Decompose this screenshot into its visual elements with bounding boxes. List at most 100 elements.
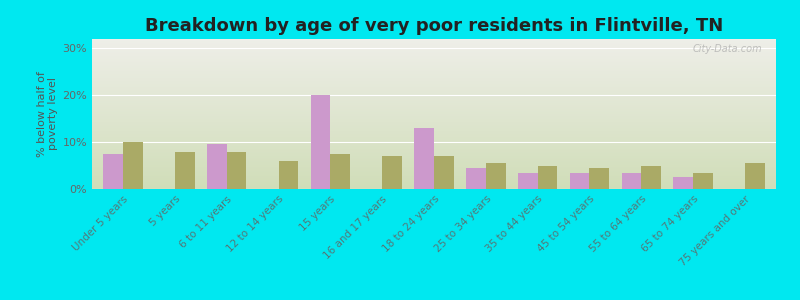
Bar: [92, 154, 776, 155]
Bar: [92, 89, 776, 90]
Bar: [123, 142, 142, 189]
Bar: [92, 82, 776, 83]
Bar: [92, 172, 776, 173]
Bar: [92, 145, 776, 146]
Bar: [92, 144, 776, 145]
Bar: [92, 75, 776, 76]
Bar: [92, 118, 776, 119]
Bar: [92, 57, 776, 58]
Bar: [92, 95, 776, 96]
Bar: [92, 160, 776, 161]
Bar: [92, 157, 776, 158]
Bar: [92, 173, 776, 174]
Bar: [92, 149, 776, 150]
Bar: [92, 116, 776, 117]
Bar: [92, 131, 776, 132]
Bar: [92, 88, 776, 89]
Bar: [92, 115, 776, 116]
Bar: [92, 169, 776, 170]
Bar: [92, 94, 776, 95]
Bar: [92, 129, 776, 130]
Bar: [92, 103, 776, 104]
Bar: [92, 178, 776, 179]
Bar: [92, 47, 776, 48]
Bar: [92, 45, 776, 46]
Bar: [92, 65, 776, 66]
Bar: [92, 80, 776, 81]
Bar: [92, 49, 776, 50]
Bar: [207, 145, 226, 189]
Bar: [92, 185, 776, 186]
Bar: [92, 171, 776, 172]
Bar: [92, 79, 776, 80]
Bar: [92, 39, 776, 40]
Bar: [92, 150, 776, 151]
Bar: [590, 168, 609, 189]
Bar: [745, 163, 765, 189]
Bar: [92, 113, 776, 114]
Bar: [92, 99, 776, 100]
Bar: [92, 56, 776, 57]
Bar: [538, 166, 558, 189]
Title: Breakdown by age of very poor residents in Flintville, TN: Breakdown by age of very poor residents …: [145, 17, 723, 35]
Bar: [92, 162, 776, 163]
Bar: [92, 92, 776, 93]
Bar: [92, 84, 776, 85]
Bar: [92, 42, 776, 43]
Bar: [92, 76, 776, 77]
Bar: [92, 168, 776, 169]
Bar: [92, 174, 776, 175]
Bar: [466, 168, 486, 189]
Bar: [92, 40, 776, 41]
Bar: [92, 158, 776, 159]
Bar: [92, 78, 776, 79]
Bar: [92, 102, 776, 103]
Bar: [92, 48, 776, 49]
Bar: [92, 66, 776, 67]
Bar: [382, 156, 402, 189]
Bar: [92, 125, 776, 126]
Bar: [92, 176, 776, 177]
Bar: [92, 107, 776, 108]
Bar: [92, 67, 776, 68]
Bar: [92, 114, 776, 115]
Bar: [92, 62, 776, 63]
Bar: [92, 166, 776, 167]
Bar: [92, 81, 776, 82]
Bar: [434, 156, 454, 189]
Bar: [92, 152, 776, 153]
Text: City-Data.com: City-Data.com: [693, 44, 762, 53]
Bar: [92, 181, 776, 182]
Bar: [92, 119, 776, 120]
Bar: [92, 53, 776, 54]
Bar: [518, 172, 538, 189]
Bar: [92, 179, 776, 180]
Bar: [92, 164, 776, 165]
Bar: [92, 159, 776, 160]
Bar: [92, 153, 776, 154]
Bar: [92, 180, 776, 181]
Bar: [92, 108, 776, 109]
Bar: [92, 58, 776, 59]
Bar: [226, 152, 246, 189]
Bar: [92, 112, 776, 113]
Bar: [92, 182, 776, 183]
Bar: [92, 163, 776, 164]
Bar: [92, 117, 776, 118]
Bar: [92, 87, 776, 88]
Bar: [92, 106, 776, 107]
Bar: [92, 118, 776, 119]
Y-axis label: % below half of
poverty level: % below half of poverty level: [37, 71, 58, 157]
Bar: [92, 111, 776, 112]
Bar: [92, 59, 776, 60]
Bar: [92, 128, 776, 129]
Bar: [92, 60, 776, 61]
Bar: [92, 123, 776, 124]
Bar: [92, 96, 776, 97]
Bar: [92, 52, 776, 53]
Bar: [92, 100, 776, 101]
Bar: [92, 69, 776, 70]
Bar: [92, 105, 776, 106]
Bar: [92, 54, 776, 55]
Bar: [310, 95, 330, 189]
